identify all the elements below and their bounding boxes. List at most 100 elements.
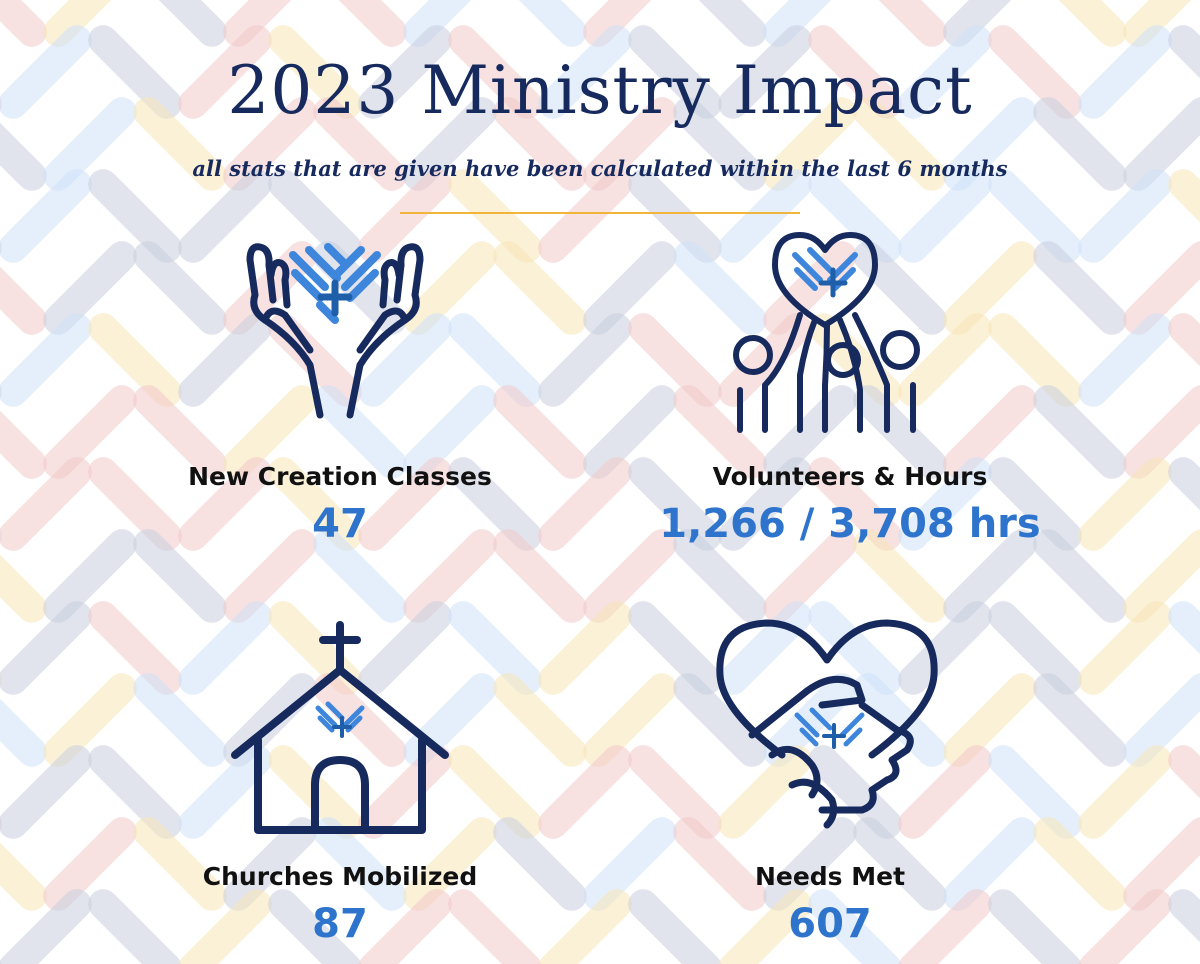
pattern-pill	[898, 889, 992, 964]
pattern-pill	[43, 385, 137, 479]
pattern-pill	[1078, 313, 1172, 407]
pattern-pill	[628, 25, 722, 119]
pattern-pill	[518, 0, 587, 47]
pattern-pill	[88, 457, 182, 551]
pattern-pill	[853, 385, 947, 479]
pattern-pill	[1033, 241, 1127, 335]
pattern-pill	[1123, 97, 1200, 191]
pattern-pill	[583, 385, 677, 479]
pattern-pill	[718, 457, 812, 551]
stat-label: Churches Mobilized	[202, 862, 478, 891]
stat-volunteers-hours: Volunteers & Hours 1,266 / 3,708 hrs	[550, 462, 1150, 547]
pattern-pill	[853, 673, 947, 767]
pattern-pill	[0, 457, 92, 551]
pattern-pill	[988, 25, 1082, 119]
pattern-pill	[538, 601, 632, 695]
pattern-pill	[763, 97, 857, 191]
pattern-pill	[718, 25, 812, 119]
pattern-pill	[853, 817, 947, 911]
pattern-pill	[43, 97, 137, 191]
pattern-pill	[943, 97, 1037, 191]
pattern-pill	[493, 817, 587, 911]
pattern-pill	[538, 889, 632, 964]
pattern-pill	[358, 169, 452, 263]
pattern-pill	[628, 601, 722, 695]
pattern-pill	[808, 889, 902, 964]
pattern-pill	[673, 817, 767, 911]
pattern-pill	[673, 385, 767, 479]
pattern-pill	[763, 385, 857, 479]
pattern-pill	[223, 97, 317, 191]
pattern-pill	[1123, 241, 1200, 335]
pattern-pill	[718, 889, 812, 964]
pattern-pill	[133, 385, 227, 479]
pattern-pill	[1123, 673, 1200, 767]
pattern-pill	[1123, 529, 1200, 623]
pattern-pill	[583, 241, 677, 335]
pattern-pill	[0, 313, 92, 407]
pattern-pill	[88, 889, 182, 964]
pattern-pill	[1168, 25, 1200, 79]
pattern-pill	[763, 529, 857, 623]
pattern-pill	[583, 0, 652, 47]
pattern-pill	[673, 241, 767, 335]
pattern-pill	[88, 25, 182, 119]
pattern-pill	[133, 673, 227, 767]
pattern-pill	[268, 457, 362, 551]
pattern-pill	[943, 817, 1037, 911]
pattern-pill	[403, 241, 497, 335]
pattern-pill	[178, 601, 272, 695]
pattern-pill	[0, 698, 47, 767]
hands-heart-icon	[246, 243, 424, 419]
pattern-pill	[0, 842, 47, 911]
pattern-pill	[0, 122, 47, 191]
pattern-pill	[1078, 889, 1172, 964]
pattern-pill	[853, 241, 947, 335]
pattern-pill	[178, 745, 272, 839]
pattern-pill	[1033, 673, 1127, 767]
pattern-pill	[718, 313, 812, 407]
pattern-pill	[898, 169, 992, 263]
pattern-pill	[698, 0, 767, 47]
pattern-pill	[403, 529, 497, 623]
pattern-pill	[493, 673, 587, 767]
pattern-pill	[763, 673, 857, 767]
pattern-pill	[268, 889, 362, 964]
pattern-pill	[898, 313, 992, 407]
pattern-pill	[1168, 889, 1200, 943]
pattern-pill	[943, 673, 1037, 767]
pattern-pill	[898, 745, 992, 839]
pattern-pill	[178, 457, 272, 551]
pattern-pill	[943, 385, 1037, 479]
pattern-pill	[673, 529, 767, 623]
pattern-pill	[853, 529, 947, 623]
pattern-pill	[808, 25, 902, 119]
pattern-pill	[178, 169, 272, 263]
pattern-pill	[223, 529, 317, 623]
pattern-pill	[808, 457, 902, 551]
church-icon	[231, 621, 449, 834]
stat-value: 47	[312, 501, 368, 547]
pattern-pill	[178, 889, 272, 964]
pattern-pill	[898, 457, 992, 551]
pattern-pill	[1123, 817, 1200, 911]
pattern-pill	[43, 0, 112, 47]
pattern-pill	[313, 817, 407, 911]
pattern-pill	[88, 313, 182, 407]
pattern-pill	[538, 313, 632, 407]
pattern-pill	[1123, 385, 1200, 479]
stat-label: Needs Met	[754, 862, 906, 891]
pattern-pill	[43, 529, 137, 623]
pattern-pill	[43, 817, 137, 911]
pattern-pill	[538, 745, 632, 839]
pattern-pill	[403, 817, 497, 911]
pattern-pill	[988, 601, 1082, 695]
pattern-pill	[628, 889, 722, 964]
pattern-pill	[313, 385, 407, 479]
pattern-pill	[0, 0, 47, 47]
pattern-pill	[0, 266, 47, 335]
pattern-pill	[0, 745, 92, 839]
pattern-pill	[448, 169, 542, 263]
stat-value: 87	[312, 901, 368, 947]
stat-label: New Creation Classes	[188, 462, 492, 491]
